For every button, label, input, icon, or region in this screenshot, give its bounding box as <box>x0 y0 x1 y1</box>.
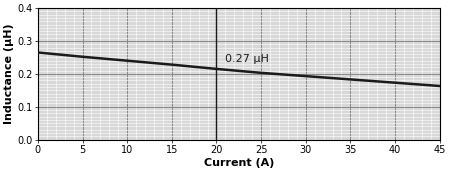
Y-axis label: Inductance (μH): Inductance (μH) <box>4 24 14 124</box>
X-axis label: Current (A): Current (A) <box>203 158 274 168</box>
Text: 0.27 μH: 0.27 μH <box>225 54 269 64</box>
